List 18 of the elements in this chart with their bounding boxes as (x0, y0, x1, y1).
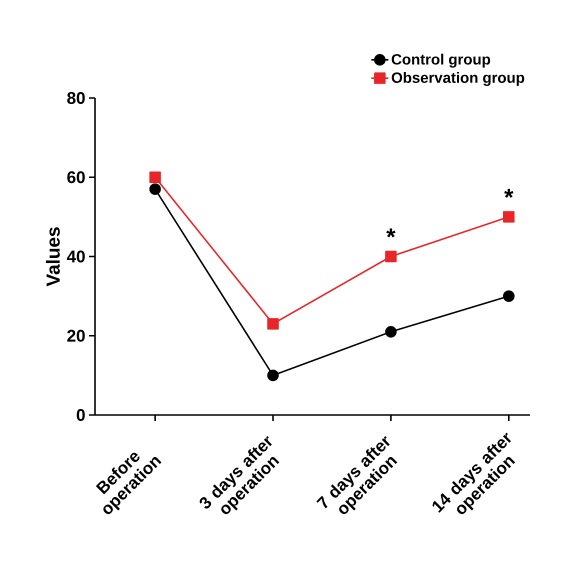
y-tick-label: 40 (66, 250, 85, 262)
y-tick-label: 60 (67, 171, 85, 184)
point (149, 171, 161, 184)
y-tick-label: 80 (67, 92, 85, 104)
point (385, 250, 397, 262)
legend-label: Observation group (392, 72, 524, 86)
point (149, 183, 161, 195)
point (503, 211, 515, 223)
point (385, 326, 397, 338)
y-tick-label: 20 (67, 330, 85, 342)
annotation: * (504, 188, 514, 198)
point (267, 318, 279, 330)
y-axis-title: Values (46, 227, 60, 286)
y-tick-label: 0 (76, 409, 85, 421)
annotation: * (386, 228, 396, 238)
point (267, 370, 279, 382)
legend-label: Control group (392, 54, 490, 68)
point (503, 290, 515, 302)
